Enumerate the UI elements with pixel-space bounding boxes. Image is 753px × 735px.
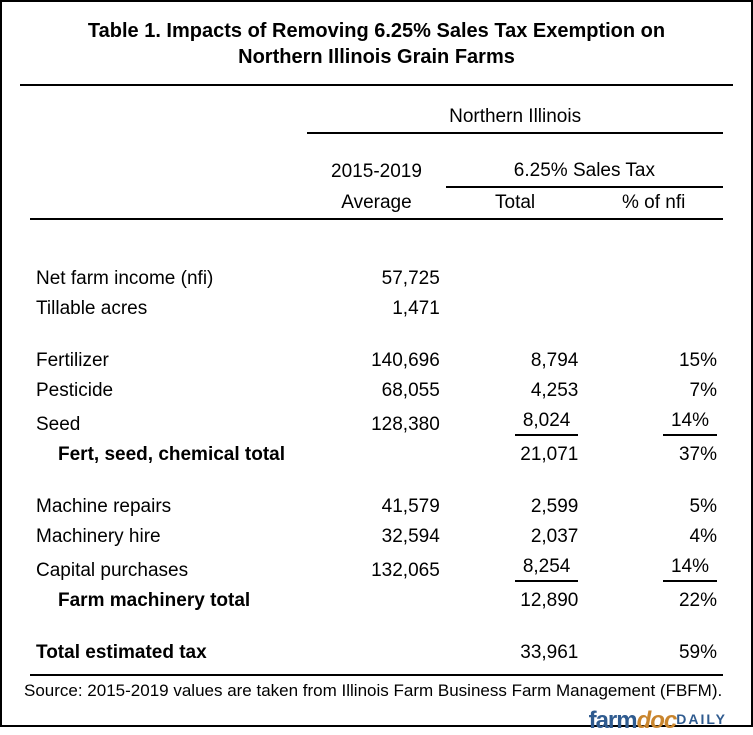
cell-pct: 5%: [584, 492, 723, 522]
cell-pct: 4%: [584, 522, 723, 552]
cell-label: Machine repairs: [30, 492, 307, 522]
row-capital: Capital purchases 132,065 8,254 14%: [30, 552, 723, 586]
cell-pct: 59%: [584, 638, 723, 675]
cell-total: 2,599: [446, 492, 585, 522]
cell-label: Machinery hire: [30, 522, 307, 552]
cell-total: 33,961: [446, 638, 585, 675]
cell-total: 8,794: [446, 346, 585, 376]
row-fsc-total: Fert, seed, chemical total 21,071 37%: [30, 440, 723, 470]
cell-total: 12,890: [446, 586, 585, 616]
row-seed: Seed 128,380 8,024 14%: [30, 406, 723, 440]
cell-avg: 132,065: [307, 552, 446, 586]
cell-total: 8,024: [446, 406, 585, 440]
cell-pct: 7%: [584, 376, 723, 406]
cell-total: 2,037: [446, 522, 585, 552]
cell-label: Pesticide: [30, 376, 307, 406]
row-acres: Tillable acres 1,471: [30, 294, 723, 324]
cell-avg: 41,579: [307, 492, 446, 522]
cell-label: Tillable acres: [30, 294, 307, 324]
header-region-row: Northern Illinois: [30, 102, 723, 133]
cell-label: Net farm income (nfi): [30, 264, 307, 294]
tax-group-header: 6.25% Sales Tax: [446, 156, 723, 187]
row-estimated-total: Total estimated tax 33,961 59%: [30, 638, 723, 675]
header-group-row: 2015-2019 6.25% Sales Tax: [30, 156, 723, 187]
avg-header-l1: 2015-2019: [307, 156, 446, 187]
data-table: Northern Illinois 2015-2019 6.25% Sales …: [30, 102, 723, 676]
row-repairs: Machine repairs 41,579 2,599 5%: [30, 492, 723, 522]
cell-total: 8,254: [446, 552, 585, 586]
cell-label: Total estimated tax: [30, 638, 307, 675]
table-title: Table 1. Impacts of Removing 6.25% Sales…: [50, 18, 703, 70]
farmdocdaily-logo: farmdocDAILY: [589, 707, 727, 734]
row-nfi: Net farm income (nfi) 57,725: [30, 264, 723, 294]
cell-label: Seed: [30, 406, 307, 440]
row-pesticide: Pesticide 68,055 4,253 7%: [30, 376, 723, 406]
cell-pct: 15%: [584, 346, 723, 376]
source-note: Source: 2015-2019 values are taken from …: [24, 680, 729, 703]
tax-pct-header: % of nfi: [584, 187, 723, 219]
avg-header-l2: Average: [307, 187, 446, 219]
cell-pct: 37%: [584, 440, 723, 470]
cell-avg: 1,471: [307, 294, 446, 324]
tax-total-header: Total: [446, 187, 585, 219]
cell-pct: 22%: [584, 586, 723, 616]
row-hire: Machinery hire 32,594 2,037 4%: [30, 522, 723, 552]
cell-label: Fertilizer: [30, 346, 307, 376]
header-sub-row: Average Total % of nfi: [30, 187, 723, 219]
cell-label: Fert, seed, chemical total: [30, 440, 307, 470]
row-mach-total: Farm machinery total 12,890 22%: [30, 586, 723, 616]
logo-part-doc: doc: [637, 707, 677, 734]
cell-label: Capital purchases: [30, 552, 307, 586]
cell-avg: 32,594: [307, 522, 446, 552]
cell-pct: 14%: [584, 552, 723, 586]
region-header: Northern Illinois: [307, 102, 723, 133]
cell-label: Farm machinery total: [30, 586, 307, 616]
cell-avg: 68,055: [307, 376, 446, 406]
row-fertilizer: Fertilizer 140,696 8,794 15%: [30, 346, 723, 376]
cell-total: 21,071: [446, 440, 585, 470]
logo-row: farmdocDAILY: [20, 707, 733, 735]
title-rule: [20, 84, 733, 86]
cell-avg: 57,725: [307, 264, 446, 294]
logo-part-farm: farm: [589, 707, 637, 734]
logo-part-daily: DAILY: [676, 711, 727, 727]
table-container: Table 1. Impacts of Removing 6.25% Sales…: [0, 0, 753, 727]
cell-pct: 14%: [584, 406, 723, 440]
table-body: Northern Illinois 2015-2019 6.25% Sales …: [20, 92, 733, 676]
cell-avg: 140,696: [307, 346, 446, 376]
cell-avg: 128,380: [307, 406, 446, 440]
cell-total: 4,253: [446, 376, 585, 406]
